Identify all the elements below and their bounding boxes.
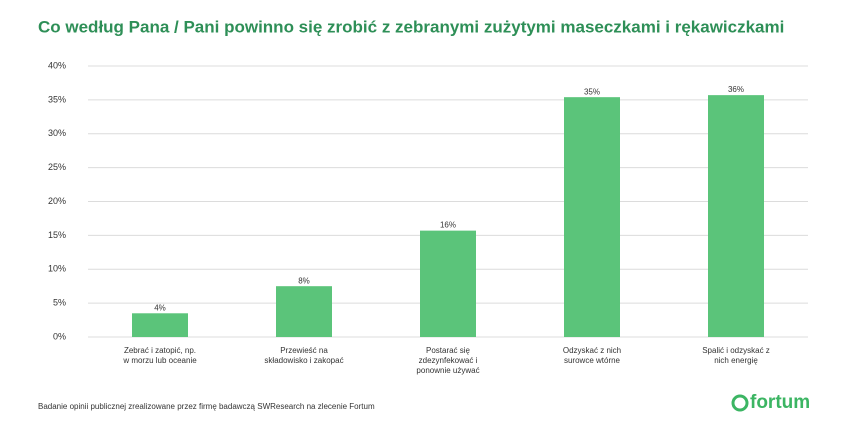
- bar: [132, 313, 188, 337]
- y-tick-label: 10%: [48, 264, 66, 274]
- y-tick-label: 30%: [48, 128, 66, 138]
- x-tick-label: Odzyskać z nich surowce wtórne: [537, 346, 647, 366]
- logo-text: fortum: [750, 392, 810, 413]
- value-label: 4%: [154, 303, 166, 312]
- y-tick-label: 35%: [48, 94, 66, 104]
- footnote: Badanie opinii publicznej zrealizowane p…: [38, 402, 375, 411]
- x-tick-label: Zebrać i zatopić, np. w morzu lub oceani…: [105, 346, 215, 366]
- x-tick-text: Zebrać i zatopić, np. w morzu lub oceani…: [123, 346, 197, 365]
- x-tick-label: Postarać się zdezynfekować i ponownie uż…: [393, 346, 503, 376]
- logo: fortum: [731, 392, 810, 413]
- value-label: 8%: [298, 276, 310, 285]
- x-tick-label: Spalić i odzyskać z nich energię: [681, 346, 791, 366]
- value-label: 35%: [584, 87, 600, 96]
- chart-title: Co według Pana / Pani powinno się zrobić…: [38, 17, 784, 36]
- x-tick-text: Przewieść na składowisko i zakopać: [264, 346, 344, 365]
- y-tick-label: 5%: [53, 298, 66, 308]
- x-tick-text: Postarać się zdezynfekować i ponownie uż…: [416, 346, 480, 375]
- value-label: 16%: [440, 221, 456, 230]
- y-tick-label: 20%: [48, 196, 66, 206]
- bar: [564, 97, 620, 337]
- x-tick-label: Przewieść na składowisko i zakopać: [249, 346, 359, 366]
- y-tick-label: 0%: [53, 331, 66, 341]
- x-tick-text: Odzyskać z nich surowce wtórne: [562, 346, 622, 365]
- x-tick-text: Spalić i odzyskać z nich energię: [702, 346, 770, 365]
- logo-icon: [731, 394, 749, 412]
- bar: [276, 286, 332, 337]
- bar: [708, 95, 764, 337]
- bar: [420, 230, 476, 337]
- value-label: 36%: [728, 85, 744, 94]
- y-tick-label: 25%: [48, 162, 66, 172]
- y-tick-label: 15%: [48, 230, 66, 240]
- y-tick-label: 40%: [48, 60, 66, 70]
